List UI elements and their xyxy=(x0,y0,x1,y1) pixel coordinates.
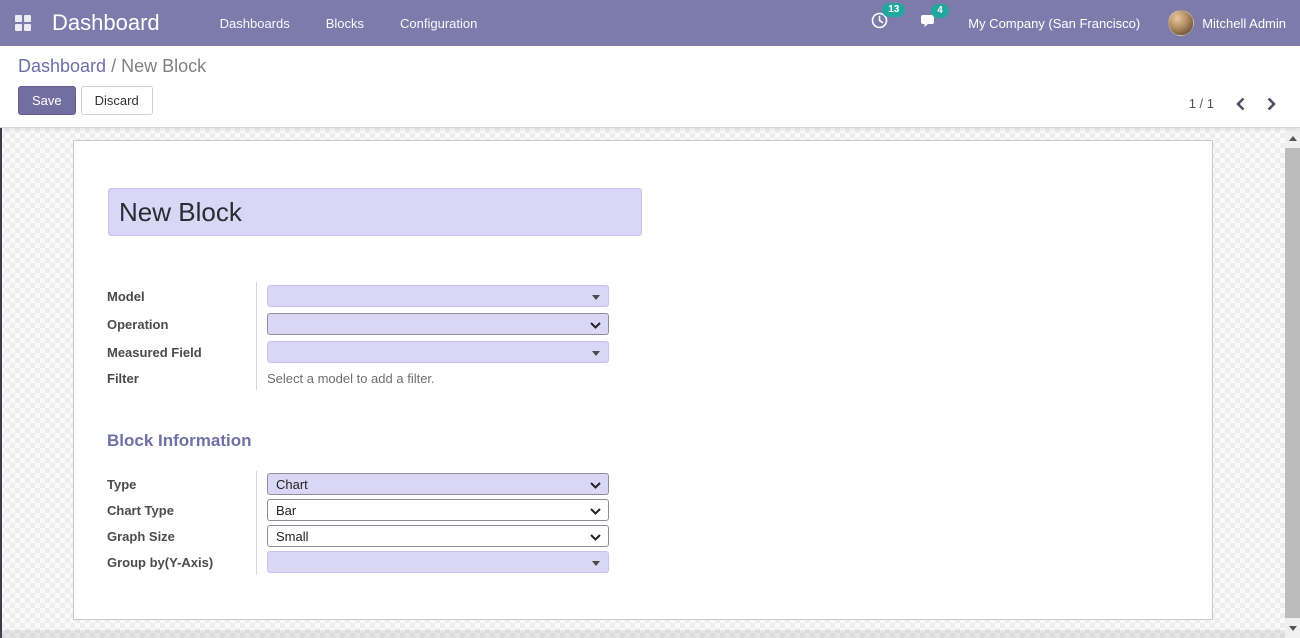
scrollbar-thumb[interactable] xyxy=(1285,148,1300,618)
group-by-select[interactable] xyxy=(267,551,609,573)
apps-grid-icon[interactable] xyxy=(0,0,46,46)
model-field-group: Model Operation xyxy=(107,282,683,390)
pager: 1 / 1 xyxy=(1189,96,1276,111)
breadcrumb-dashboard-link[interactable]: Dashboard xyxy=(18,56,107,76)
user-avatar[interactable] xyxy=(1168,10,1195,36)
filter-label: Filter xyxy=(107,370,139,386)
breadcrumb-current: New Block xyxy=(121,56,207,76)
operation-select[interactable] xyxy=(267,313,609,335)
scroll-up-button[interactable] xyxy=(1285,130,1300,146)
scroll-down-button[interactable] xyxy=(1285,620,1300,636)
chevron-left-icon[interactable] xyxy=(1236,97,1245,111)
chevron-right-icon[interactable] xyxy=(1267,97,1276,111)
filter-help-text: Select a model to add a filter. xyxy=(267,370,435,386)
bottom-shade xyxy=(0,630,1285,638)
breadcrumb: Dashboard / New Block xyxy=(18,56,1300,77)
measured-field-select[interactable] xyxy=(267,341,609,363)
form-sheet: New Block Model Operation xyxy=(73,140,1213,620)
chart-type-value: Bar xyxy=(276,502,297,518)
graph-size-value: Small xyxy=(276,528,309,544)
control-panel: Dashboard / New Block Save Discard 1 / 1 xyxy=(0,46,1300,128)
button-row: Save Discard xyxy=(18,86,1300,115)
discard-button[interactable]: Discard xyxy=(80,86,153,115)
messages-icon xyxy=(919,12,938,35)
company-switcher[interactable]: My Company (San Francisco) xyxy=(968,15,1141,31)
chart-type-select[interactable]: Bar xyxy=(267,499,609,521)
messages-menu[interactable]: 4 xyxy=(919,3,949,35)
activity-count-badge: 13 xyxy=(882,3,906,17)
section-title: Block Information xyxy=(107,431,252,450)
message-count-badge: 4 xyxy=(931,3,949,18)
chart-type-label: Chart Type xyxy=(107,502,174,518)
group-by-label: Group by(Y-Axis) xyxy=(107,554,214,570)
block-information-group: Type Chart Chart Type Bar xyxy=(107,471,683,575)
triangle-down-icon xyxy=(1288,625,1297,631)
triangle-up-icon xyxy=(1288,135,1297,141)
menu-item-blocks[interactable]: Blocks xyxy=(325,15,365,31)
save-button[interactable]: Save xyxy=(18,86,76,115)
type-value: Chart xyxy=(276,476,308,492)
left-edge-border xyxy=(0,128,2,638)
activity-menu[interactable]: 13 xyxy=(870,3,906,35)
chevron-down-icon xyxy=(590,322,601,329)
type-select[interactable]: Chart xyxy=(267,473,609,495)
top-navbar: Dashboard Dashboards Blocks Configuratio… xyxy=(0,0,1300,46)
app-title[interactable]: Dashboard xyxy=(52,10,160,35)
operation-label: Operation xyxy=(107,316,169,332)
block-name-input[interactable]: New Block xyxy=(108,188,642,236)
caret-down-icon xyxy=(592,295,600,300)
vertical-scrollbar[interactable] xyxy=(1285,128,1300,638)
graph-size-select[interactable]: Small xyxy=(267,525,609,547)
model-label: Model xyxy=(107,288,145,304)
user-menu[interactable]: Mitchell Admin xyxy=(1202,15,1286,31)
measured-field-label: Measured Field xyxy=(107,344,202,360)
caret-down-icon xyxy=(592,351,600,356)
form-view-area: New Block Model Operation xyxy=(0,128,1300,638)
menu-item-dashboards[interactable]: Dashboards xyxy=(219,15,290,31)
chevron-down-icon xyxy=(590,482,601,489)
model-select[interactable] xyxy=(267,285,609,307)
menu-item-configuration[interactable]: Configuration xyxy=(400,15,478,31)
pager-value: 1 / 1 xyxy=(1188,96,1214,111)
top-menu: Dashboards Blocks Configuration xyxy=(220,16,478,31)
activity-clock-icon xyxy=(870,11,889,35)
caret-down-icon xyxy=(592,561,600,566)
type-label: Type xyxy=(107,476,137,492)
chevron-down-icon xyxy=(590,508,601,515)
breadcrumb-separator: / xyxy=(111,56,117,76)
chevron-down-icon xyxy=(590,534,601,541)
graph-size-label: Graph Size xyxy=(107,528,175,544)
